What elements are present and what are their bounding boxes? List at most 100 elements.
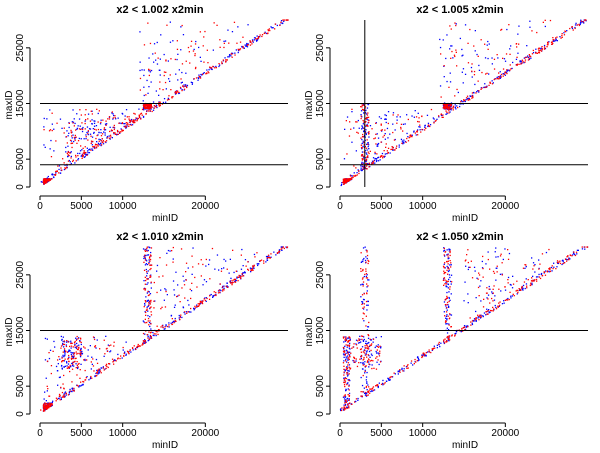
data-point: [529, 284, 531, 287]
data-point: [60, 335, 62, 338]
data-point: [125, 127, 127, 129]
data-point: [70, 347, 72, 349]
data-point: [170, 58, 172, 60]
data-point: [156, 325, 158, 327]
data-point: [443, 340, 445, 342]
data-point: [449, 251, 451, 254]
data-point: [367, 342, 369, 344]
data-point: [487, 313, 489, 315]
data-point: [449, 107, 451, 109]
data-point: [67, 154, 69, 156]
data-point: [446, 249, 448, 251]
data-point: [80, 363, 82, 365]
data-point: [515, 64, 518, 66]
data-point: [140, 112, 143, 114]
data-point: [478, 272, 480, 274]
data-point: [480, 300, 482, 302]
data-point: [96, 369, 98, 372]
data-point: [43, 183, 45, 185]
data-point: [158, 94, 160, 96]
data-point: [63, 349, 66, 351]
data-point: [148, 106, 150, 108]
data-point: [481, 260, 483, 263]
data-point: [192, 266, 194, 268]
data-point: [99, 139, 102, 141]
data-point: [246, 42, 248, 45]
data-point: [456, 105, 458, 107]
x-tick-label: 10000: [109, 428, 137, 439]
data-point: [208, 263, 210, 266]
data-point: [454, 335, 456, 337]
data-point: [203, 36, 205, 38]
data-point: [361, 108, 364, 111]
data-point: [381, 129, 383, 131]
data-point: [434, 347, 436, 349]
data-point: [531, 257, 533, 259]
data-point: [384, 155, 386, 157]
data-point: [70, 131, 72, 133]
data-point: [92, 358, 94, 360]
data-point: [454, 334, 456, 336]
data-point: [138, 115, 141, 117]
data-point: [518, 288, 520, 290]
data-point: [223, 258, 225, 261]
data-point: [496, 54, 498, 56]
data-point: [460, 100, 462, 103]
data-point: [84, 156, 86, 158]
data-point: [143, 94, 145, 97]
data-point: [347, 351, 349, 353]
data-point: [365, 162, 367, 165]
data-point: [535, 48, 537, 50]
data-point: [75, 136, 77, 138]
data-point: [205, 265, 207, 267]
data-point: [443, 277, 446, 279]
data-point: [75, 363, 77, 365]
data-point: [72, 122, 74, 124]
data-point: [128, 353, 130, 355]
data-point: [402, 130, 404, 132]
data-point: [516, 293, 518, 295]
data-point: [369, 345, 371, 347]
data-point: [252, 41, 254, 43]
data-point: [538, 51, 540, 53]
data-point: [184, 297, 186, 299]
data-point: [446, 291, 448, 294]
data-point: [476, 53, 478, 56]
data-point: [356, 174, 358, 176]
data-point: [362, 140, 364, 142]
y-tick-label: 0: [315, 184, 326, 190]
data-point: [253, 265, 255, 267]
data-point: [556, 40, 558, 42]
data-point: [79, 356, 82, 358]
data-point: [176, 40, 178, 42]
data-point: [502, 75, 504, 77]
data-point: [531, 277, 533, 279]
data-point: [354, 361, 356, 363]
data-point: [365, 167, 367, 170]
data-point: [129, 120, 131, 123]
data-point: [385, 118, 387, 120]
data-point: [154, 52, 156, 54]
data-point: [72, 357, 74, 360]
data-point: [366, 277, 369, 279]
data-point: [85, 119, 87, 121]
data-point: [454, 95, 456, 97]
data-point: [239, 275, 241, 278]
data-point: [150, 337, 152, 339]
data-point: [282, 246, 284, 248]
data-point: [66, 152, 68, 154]
data-point: [141, 108, 144, 111]
data-point: [92, 149, 94, 151]
data-point: [473, 266, 476, 268]
data-point: [366, 344, 368, 346]
data-point: [193, 78, 195, 80]
data-point: [518, 43, 520, 45]
data-point: [59, 118, 62, 120]
data-point: [360, 137, 362, 139]
data-point: [343, 408, 345, 410]
chart-panel-4: x2 < 1.050 x2min minID maxID 0 5000 10000 2…: [300, 227, 600, 453]
data-point: [131, 124, 134, 126]
data-point: [147, 270, 149, 272]
data-point: [152, 334, 154, 336]
data-point: [219, 39, 221, 41]
